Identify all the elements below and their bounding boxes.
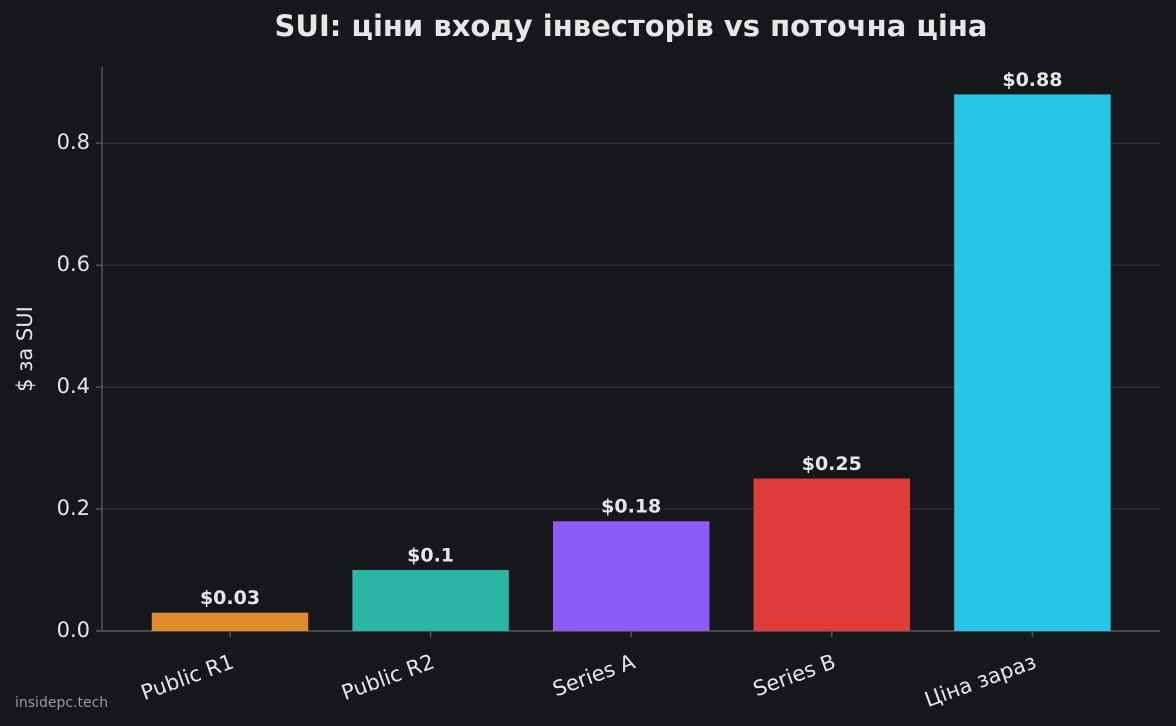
x-tick-label: Series A [549,649,638,701]
bar [954,94,1111,631]
value-label: $0.03 [200,587,260,609]
y-tick-label: 0.6 [57,252,90,276]
bar [552,521,710,631]
value-label: $0.1 [407,545,454,567]
y-tick-label: 0.8 [57,130,90,154]
y-tick-label: 0.0 [57,618,90,642]
bar [151,612,309,631]
watermark: insidepc.tech [15,695,108,711]
x-tick-label: Ціна зараз [921,649,1039,712]
y-tick-label: 0.2 [57,496,90,520]
x-tick-label: Public R1 [138,649,237,705]
x-tick-label: Series B [750,649,839,701]
bar [753,478,911,631]
value-label: $0.88 [1002,69,1062,91]
x-tick-label: Public R2 [338,649,437,705]
y-tick-label: 0.4 [57,374,90,398]
y-axis-label: $ за SUI [13,306,37,392]
bar [352,570,509,631]
value-label: $0.25 [802,453,862,475]
chart-title: SUI: ціни входу інвесторів vs поточна ці… [275,9,988,43]
value-label: $0.18 [601,496,661,518]
